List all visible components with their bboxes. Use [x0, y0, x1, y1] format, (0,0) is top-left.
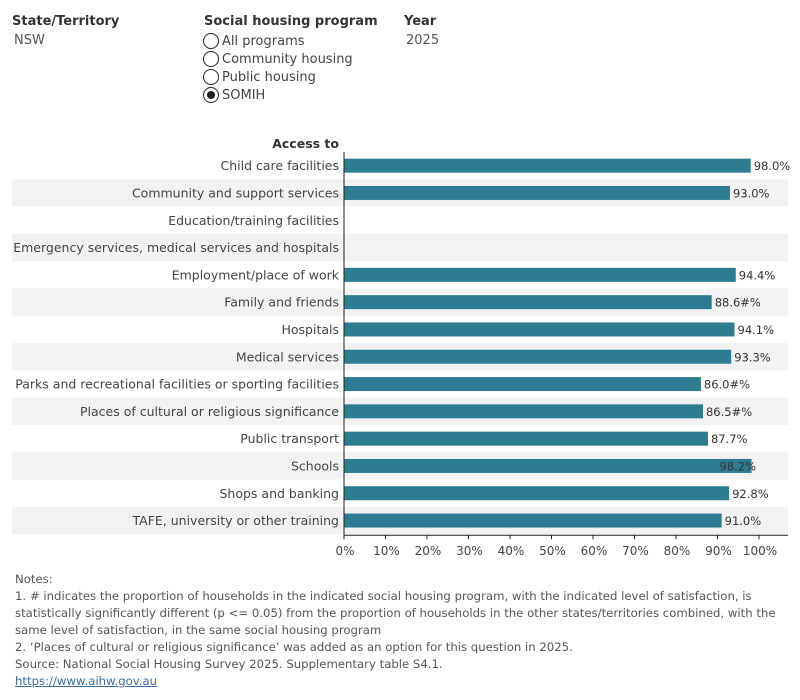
state-filter-label: State/Territory: [12, 14, 120, 29]
bar: [344, 185, 730, 200]
category-label: Community and support services: [132, 185, 339, 200]
category-label: TAFE, university or other training: [131, 513, 339, 528]
notes-section: Notes: 1. # indicates the proportion of …: [15, 571, 790, 690]
radio-option-label: Public housing: [222, 69, 316, 85]
radio-option-public-housing[interactable]: Public housing: [203, 68, 316, 86]
category-label: Emergency services, medical services and…: [13, 240, 339, 255]
x-tick-label: 90%: [705, 544, 732, 558]
radio-button[interactable]: [203, 51, 219, 67]
x-tick-label: 70%: [622, 544, 649, 558]
category-label: Employment/place of work: [172, 267, 340, 282]
bar: [344, 458, 752, 473]
data-label: 92.8%: [732, 487, 769, 501]
bar: [344, 158, 751, 173]
category-label: Education/training facilities: [168, 213, 339, 228]
category-label: Schools: [291, 458, 339, 473]
bar-chart: Access to Child care facilities 98.0% Commu…: [12, 136, 791, 558]
data-label: 94.4%: [739, 268, 776, 282]
radio-option-all-programs[interactable]: All programs: [203, 32, 305, 50]
source-text: Source: National Social Housing Survey 2…: [15, 657, 443, 671]
bar: [344, 267, 736, 282]
x-tick-label: 20%: [415, 544, 442, 558]
data-label: 86.5#%: [706, 405, 752, 419]
radio-option-label: SOMIH: [222, 87, 266, 103]
bar: [344, 349, 732, 364]
bar: [344, 431, 708, 446]
bar: [344, 377, 701, 392]
x-tick-label: 60%: [581, 544, 608, 558]
category-label: Places of cultural or religious signific…: [80, 404, 339, 419]
radio-option-label: Community housing: [222, 51, 353, 67]
category-label: Public transport: [240, 431, 339, 446]
category-label: Parks and recreational facilities or spo…: [15, 377, 339, 392]
x-tick-label: 80%: [664, 544, 691, 558]
note-2: 2. ‘Places of cultural or religious sign…: [15, 640, 573, 654]
radio-button[interactable]: [203, 33, 219, 49]
data-label: 98.2%: [720, 459, 757, 473]
program-filter-label: Social housing program: [204, 14, 378, 29]
radio-option-community-housing[interactable]: Community housing: [203, 50, 353, 68]
data-label: 86.0#%: [704, 378, 750, 392]
radio-option-label: All programs: [222, 33, 305, 49]
category-label: Child care facilities: [221, 158, 340, 173]
bar: [344, 295, 712, 310]
data-label: 91.0%: [725, 514, 762, 528]
bar: [344, 322, 735, 337]
year-filter-value[interactable]: 2025: [406, 33, 440, 48]
bar: [344, 513, 722, 528]
bar: [344, 486, 730, 501]
category-label: Family and friends: [224, 295, 339, 310]
notes-heading: Notes:: [15, 572, 53, 586]
data-label: 94.1%: [738, 323, 775, 337]
data-label: 88.6#%: [715, 296, 761, 310]
x-tick-label: 40%: [498, 544, 525, 558]
x-tick-label: 50%: [539, 544, 566, 558]
data-label: 93.0%: [733, 186, 770, 200]
radio-button-selected[interactable]: [203, 87, 219, 103]
year-filter-label: Year: [404, 14, 437, 29]
data-label: 93.3%: [734, 350, 771, 364]
aihw-link[interactable]: https://www.aihw.gov.au: [15, 674, 158, 688]
category-label: Hospitals: [281, 322, 339, 337]
category-label: Medical services: [236, 349, 339, 364]
data-label: 87.7%: [711, 432, 748, 446]
state-filter-value[interactable]: NSW: [14, 33, 45, 48]
x-tick-label: 0%: [335, 544, 354, 558]
radio-option-somih[interactable]: SOMIH: [203, 86, 265, 104]
category-header: Access to: [272, 136, 339, 151]
category-label: Shops and banking: [219, 486, 339, 501]
x-tick-label: 100%: [743, 544, 777, 558]
data-label: 98.0%: [754, 159, 791, 173]
radio-button[interactable]: [203, 69, 219, 85]
x-tick-label: 10%: [373, 544, 400, 558]
row-band: [12, 233, 788, 262]
x-tick-label: 30%: [456, 544, 483, 558]
note-1: 1. # indicates the proportion of househo…: [15, 589, 776, 637]
bar: [344, 404, 703, 419]
